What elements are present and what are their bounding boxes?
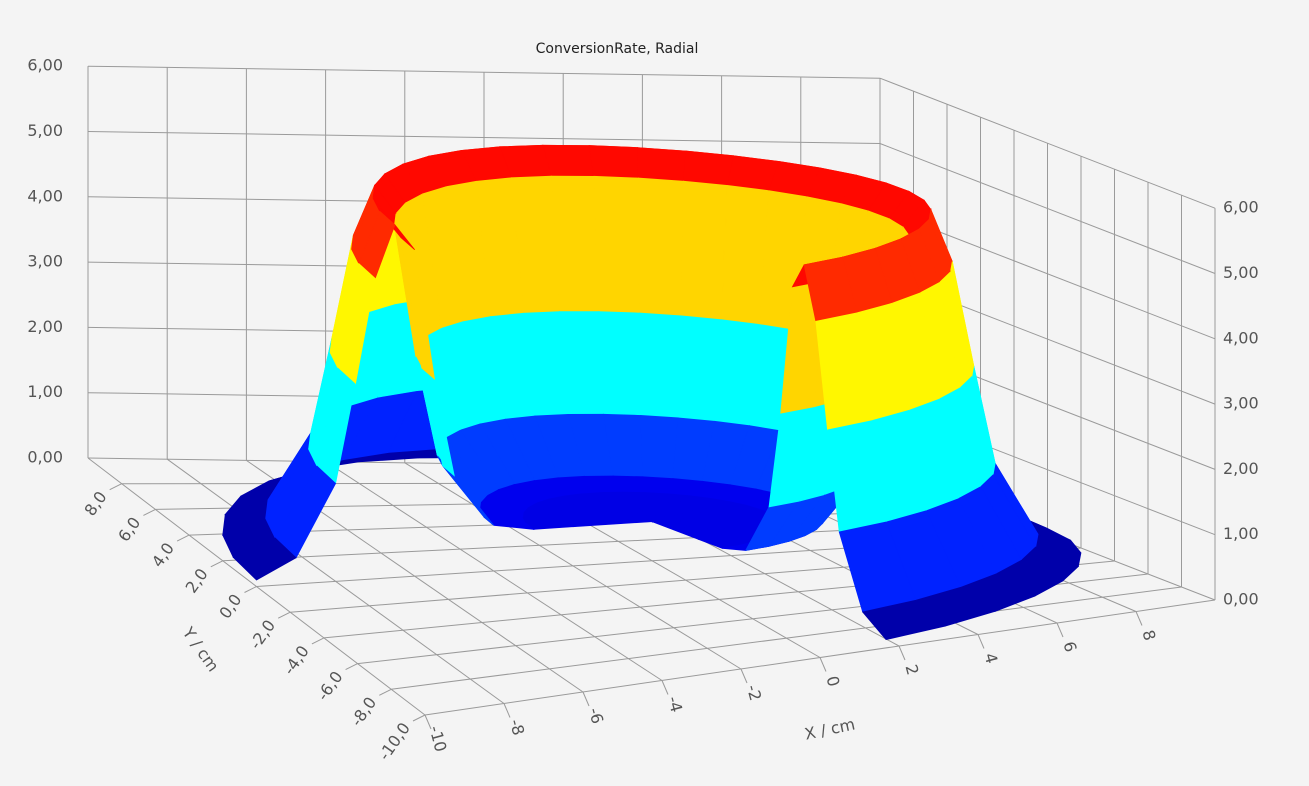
tick-mark [898, 645, 906, 661]
tick-mark [582, 691, 590, 707]
tick-mark [424, 714, 432, 730]
z-tick-label: 0,00 [27, 448, 63, 467]
tick-mark [379, 688, 392, 696]
chart-title: ConversionRate, Radial [536, 41, 699, 57]
tick-mark [503, 703, 511, 718]
surface [222, 144, 1082, 641]
tick-mark [311, 637, 325, 645]
tick-mark [210, 560, 224, 568]
z-tick-label: 2,00 [27, 317, 63, 336]
surface-patch [640, 415, 679, 479]
tick-mark [345, 663, 358, 671]
tick-mark [1056, 622, 1064, 638]
z-tick-label: 0,00 [1223, 590, 1259, 609]
surface-patch [593, 175, 641, 314]
tick-mark [176, 534, 190, 542]
z-tick-label: 4,00 [1223, 328, 1259, 347]
tick-mark [143, 508, 156, 516]
grid-line [391, 586, 1182, 690]
grid-line [879, 143, 1216, 274]
tick-mark [277, 611, 291, 619]
tick-mark [740, 668, 748, 684]
z-tick-label: 1,00 [27, 382, 63, 401]
surface-patch [677, 315, 722, 422]
z-tick-label: 1,00 [1223, 524, 1259, 543]
surface-patch [680, 180, 728, 321]
z-tick-label: 3,00 [1223, 394, 1259, 413]
grid-line [879, 77, 1216, 209]
surface-patch [682, 150, 735, 186]
z-tick-label: 5,00 [27, 121, 63, 140]
tick-mark [109, 483, 122, 491]
grid-line [87, 65, 881, 79]
surface-patch [542, 144, 595, 177]
z-tick-label: 6,00 [1223, 198, 1259, 217]
surface-patch [638, 177, 684, 317]
x-tick-label: -6 [585, 706, 607, 726]
x-tick-label: 4 [980, 651, 1001, 666]
grid-line [424, 599, 1216, 716]
surface-patch [639, 312, 682, 419]
tick-mark [412, 714, 426, 722]
surface-patch [636, 147, 687, 182]
z-tick-label: 5,00 [1223, 263, 1259, 282]
grid-line [87, 131, 881, 144]
tick-mark [977, 634, 985, 649]
x-tick-label: -8 [506, 717, 528, 737]
x-tick-label: 0 [822, 674, 843, 689]
tick-mark [819, 657, 827, 672]
z-tick-label: 2,00 [1223, 459, 1259, 478]
z-tick-label: 3,00 [27, 252, 63, 271]
tick-mark [1135, 611, 1143, 626]
x-tick-label: -4 [664, 694, 686, 714]
tick-mark [661, 680, 669, 695]
surface-patch [861, 599, 946, 641]
x-tick-label: 2 [901, 662, 922, 677]
x-tick-label: -2 [743, 683, 765, 703]
tick-mark [244, 586, 257, 593]
x-tick-label: 6 [1059, 639, 1080, 654]
x-tick-label: 8 [1138, 628, 1159, 643]
surface-patch [598, 311, 642, 416]
z-tick-label: 6,00 [27, 56, 63, 75]
surface-patch [588, 145, 639, 179]
surface-patch [232, 537, 297, 581]
z-tick-label: 4,00 [27, 186, 63, 205]
